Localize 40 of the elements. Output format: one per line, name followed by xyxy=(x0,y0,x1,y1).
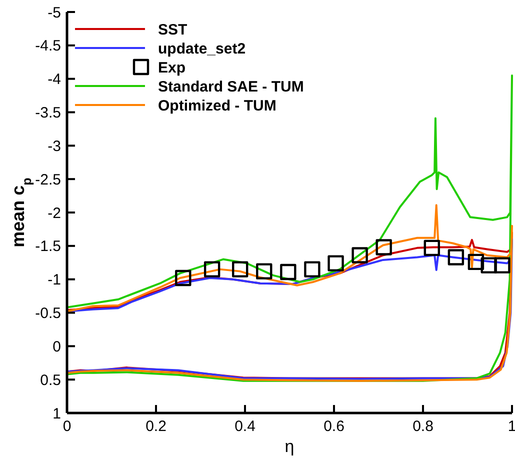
line-series xyxy=(66,204,513,382)
line-series xyxy=(66,74,513,382)
y-tick-label: -1 xyxy=(48,272,61,289)
x-tick-label: 0.2 xyxy=(146,418,166,435)
point xyxy=(175,270,192,286)
legend-label: Standard SAE - TUM xyxy=(158,78,304,96)
point xyxy=(352,247,368,264)
point xyxy=(468,254,484,270)
x-axis-title: η xyxy=(284,437,294,456)
point xyxy=(376,239,392,256)
y-tick-label: -3 xyxy=(48,138,61,155)
point xyxy=(280,264,296,280)
y-tick-label: -0.5 xyxy=(35,305,61,322)
legend-label: Exp xyxy=(158,59,186,76)
y-tick-label: -5 xyxy=(48,4,61,22)
point xyxy=(256,263,272,280)
y-tick-label: -4 xyxy=(48,71,61,88)
y-tick-label: -3.5 xyxy=(35,104,61,122)
legend-label: SST xyxy=(158,21,188,38)
y-tick-label: -4.5 xyxy=(35,38,61,55)
x-tick-label: 0.4 xyxy=(234,418,256,435)
point xyxy=(480,257,497,274)
y-tick-label: -2.5 xyxy=(35,171,61,188)
point xyxy=(304,261,320,278)
legend-label: Optimized - TUM xyxy=(158,97,276,114)
y-tick-label: 1 xyxy=(52,405,61,422)
x-tick-label: 1 xyxy=(508,418,515,435)
point xyxy=(424,240,440,256)
point xyxy=(494,257,510,274)
point xyxy=(448,249,464,266)
point xyxy=(204,261,220,278)
y-tick-label: 0 xyxy=(52,338,61,356)
y-tick-label: 0.5 xyxy=(40,372,61,389)
y-tick-label: -2 xyxy=(48,204,61,222)
point xyxy=(328,255,344,272)
x-tick-label: 0.8 xyxy=(412,418,434,435)
y-tick-label: -1.5 xyxy=(35,238,61,256)
point xyxy=(232,261,248,278)
legend-label: update_set2 xyxy=(158,40,246,58)
x-tick-label: 0.6 xyxy=(324,418,344,435)
